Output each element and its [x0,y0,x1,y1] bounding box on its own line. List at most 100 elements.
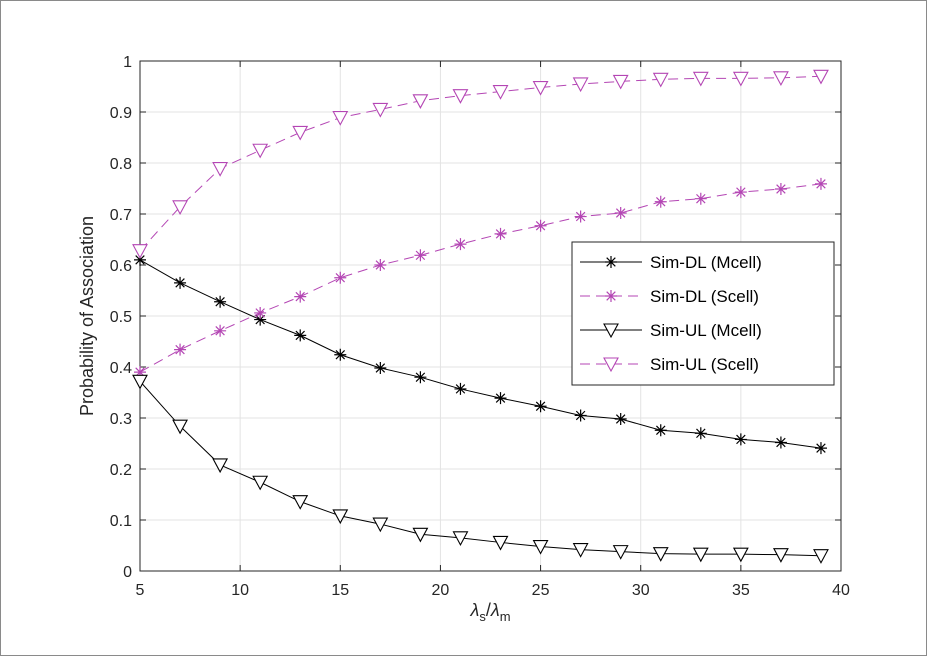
y-tick-label: 1 [123,54,132,71]
data-point [252,475,269,491]
data-point [174,343,187,356]
y-tick-label: 0.8 [110,156,132,173]
data-point [132,374,148,390]
data-point [294,290,307,303]
data-point [654,424,667,437]
y-tick-label: 0.1 [110,513,132,530]
data-point [132,244,148,259]
data-point [732,71,749,87]
data-point [774,183,787,196]
data-point [492,535,509,551]
data-point [614,206,627,219]
data-point [214,295,227,308]
data-point [574,210,587,223]
data-point [732,547,749,563]
data-point [212,458,229,474]
series-group [132,69,829,564]
data-point [492,85,509,100]
data-point [572,543,589,558]
legend-label: Sim-UL (Scell) [650,355,759,374]
data-point [774,436,787,449]
data-point [454,382,467,395]
data-point [292,125,309,141]
data-point [694,192,707,205]
data-point [532,80,549,96]
data-point [294,329,307,342]
data-point [372,102,389,118]
series-line [139,183,822,373]
x-tick-label: 10 [231,582,249,599]
data-point [814,442,827,455]
data-point [254,306,267,319]
data-point [334,348,347,361]
data-point [532,539,549,555]
data-point [334,271,347,284]
x-label-slash: / [486,600,491,620]
data-point [574,409,587,422]
data-point [612,74,629,90]
x-label-lambda-2: λ [490,600,500,620]
x-axis-label: λs/λm [469,600,510,624]
legend-label: Sim-DL (Mcell) [650,253,762,272]
data-point [172,200,188,216]
x-tick-label: 25 [532,582,550,599]
data-point [214,324,227,337]
data-point [734,186,747,199]
data-point [694,427,707,440]
data-point [572,77,589,93]
data-point [772,548,789,563]
x-tick-label: 30 [632,582,650,599]
x-tick-label: 35 [732,582,750,599]
data-point [134,253,146,266]
y-tick-label: 0.3 [110,411,132,428]
data-point [332,509,349,525]
data-point [813,549,829,564]
data-point [374,362,387,375]
series-line [139,380,821,557]
series-2 [132,374,829,564]
data-point [174,276,187,289]
legend-marker [603,323,619,339]
series-0 [134,253,827,455]
x-label-lambda-1: λ [469,600,479,620]
x-tick-label: 5 [136,582,145,599]
data-point [412,527,429,543]
data-point [374,259,387,271]
legend-marker [605,256,617,268]
data-point [332,111,349,126]
data-point [692,547,709,563]
data-point [494,392,507,405]
y-tick-label: 0 [123,564,132,581]
y-tick-label: 0.7 [110,207,132,224]
data-point [212,162,229,177]
data-point [692,71,709,87]
legend-marker [603,357,619,373]
data-point [452,531,469,547]
y-tick-label: 0.4 [110,360,132,377]
legend-label: Sim-UL (Mcell) [650,321,762,340]
axis-ticks: 5 10 15 20 25 30 35 40 0 0.1 0.2 0.3 0.4 0.5 0.6 0.7 0.8… [110,54,850,599]
data-point [813,69,829,85]
data-point [654,195,667,208]
y-tick-label: 0.9 [110,105,132,122]
x-tick-label: 15 [331,582,349,599]
y-tick-label: 0.2 [110,462,132,479]
y-tick-label: 0.5 [110,309,132,326]
data-point [412,94,429,109]
legend-marker [605,290,617,302]
data-point [772,71,789,86]
data-point [652,72,669,88]
x-tick-label: 40 [832,582,850,599]
data-point [614,413,627,426]
data-point [452,89,469,104]
series-1 [134,177,827,379]
data-point [534,219,547,232]
series-3 [132,69,829,259]
data-point [172,419,188,435]
x-tick-label: 20 [432,582,450,599]
data-point [252,143,269,159]
data-point [254,313,267,326]
x-label-sub-s: s [479,609,486,624]
data-point [652,547,669,562]
data-point [372,517,389,533]
